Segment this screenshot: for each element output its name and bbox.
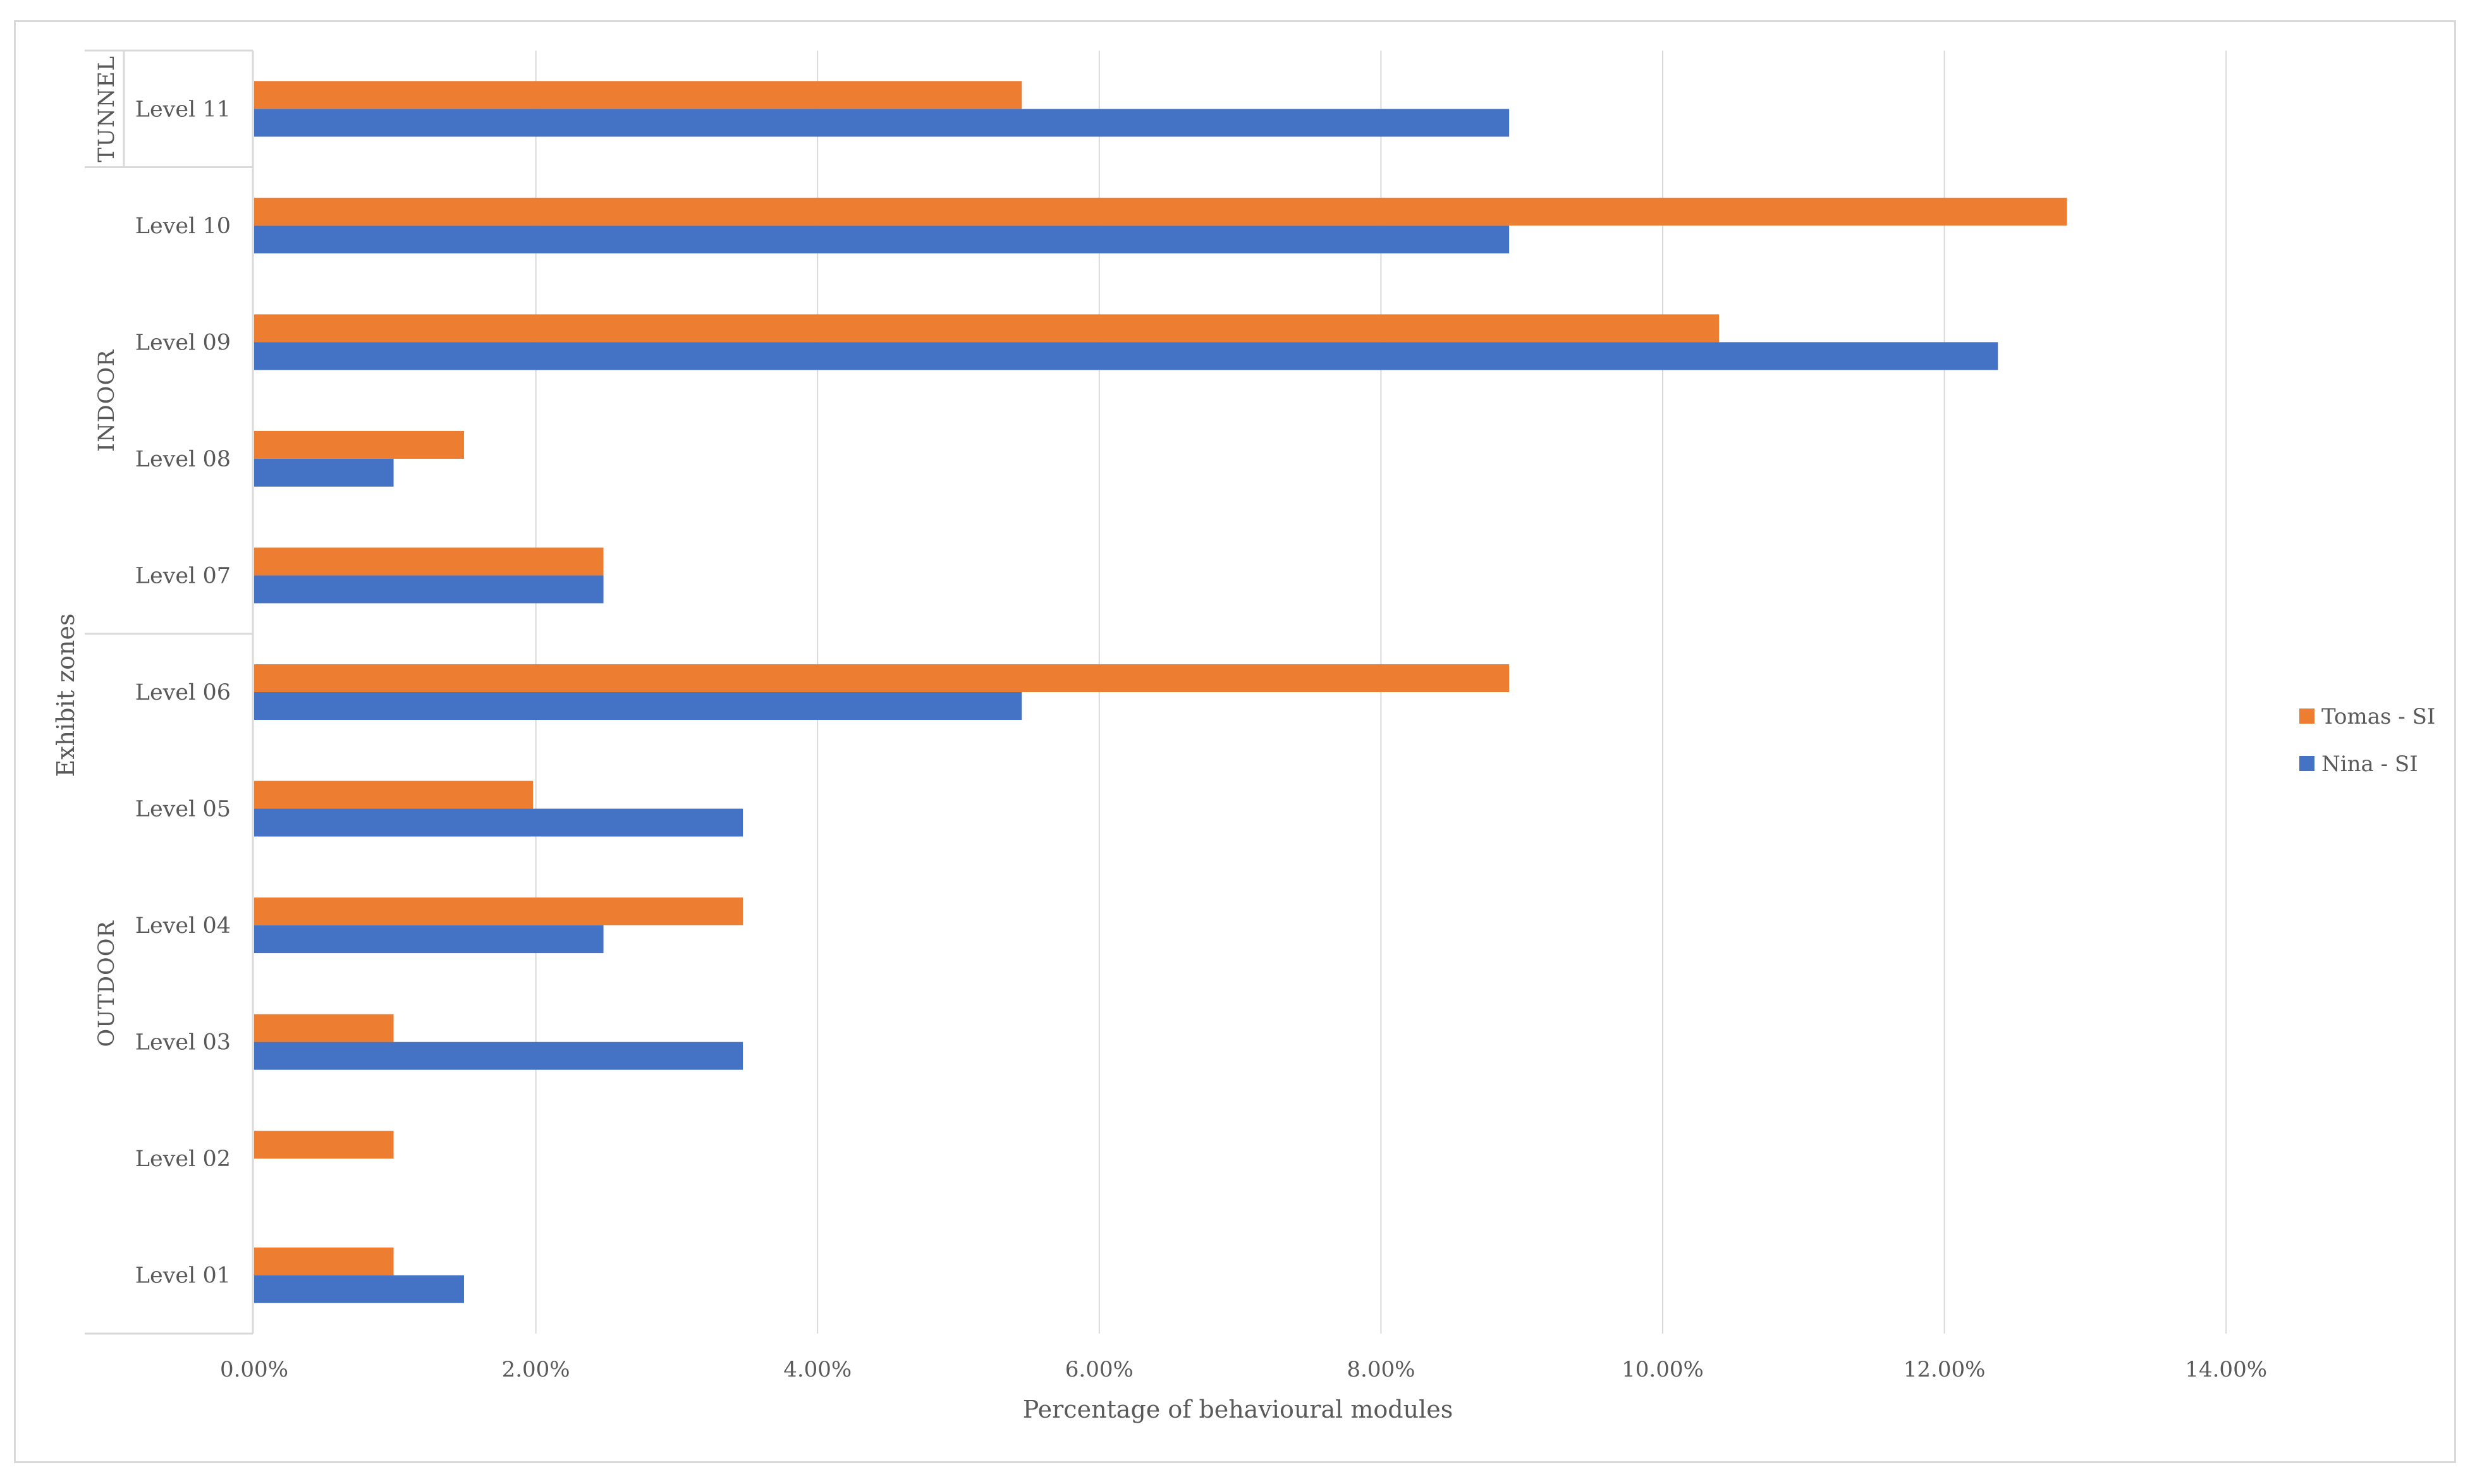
gridlines — [535, 51, 2227, 1334]
legend: Tomas - SI Nina - SI — [2299, 704, 2435, 777]
x-tick-label: 12.00% — [1904, 1357, 1986, 1382]
x-tick-label: 10.00% — [1622, 1357, 1704, 1382]
x-tick-label: 6.00% — [1065, 1357, 1134, 1382]
bar-tomas-si — [254, 1131, 394, 1159]
bar-nina-si — [254, 458, 394, 487]
x-tick-label: 8.00% — [1347, 1357, 1415, 1382]
bar-tomas-si — [254, 1247, 394, 1275]
category-label: Level 11 — [135, 97, 231, 122]
x-tick-labels: 0.00% 2.00% 4.00% 6.00% 8.00% 10.00% 12.00% 14.… — [220, 1357, 2267, 1382]
category-label: Level 07 — [135, 563, 231, 588]
category-label: Level 10 — [135, 214, 231, 239]
bar-tomas-si — [254, 1014, 394, 1042]
bar-nina-si — [254, 342, 1998, 370]
y-axis-title: Exhibit zones — [52, 614, 80, 777]
legend-label: Nina - SI — [2321, 751, 2418, 777]
category-label: Level 06 — [135, 680, 231, 705]
bar-tomas-si — [254, 197, 2067, 226]
category-label: Level 05 — [135, 797, 231, 822]
group-label: INDOOR — [94, 349, 119, 452]
bar-nina-si — [254, 925, 604, 954]
bar-tomas-si — [254, 430, 464, 459]
x-tick-label: 0.00% — [220, 1357, 288, 1382]
legend-label: Tomas - SI — [2321, 704, 2435, 729]
bar-tomas-si — [254, 781, 534, 809]
bar-tomas-si — [254, 664, 1510, 692]
bar-tomas-si — [254, 547, 604, 576]
bar-tomas-si — [254, 314, 1720, 343]
chart-frame — [14, 20, 2456, 1463]
category-label: Level 04 — [135, 913, 231, 939]
category-label: Level 03 — [135, 1030, 231, 1055]
bar-tomas-si — [254, 81, 1022, 109]
x-tick-label: 2.00% — [502, 1357, 570, 1382]
bar-nina-si — [254, 1042, 743, 1070]
bar-nina-si — [254, 808, 743, 837]
x-axis-title: Percentage of behavioural modules — [1023, 1396, 1453, 1423]
bar-nina-si — [254, 225, 1510, 253]
bars — [254, 81, 2067, 1303]
bar-nina-si — [254, 692, 1022, 720]
legend-swatch — [2299, 709, 2314, 724]
category-label: Level 01 — [135, 1263, 231, 1289]
group-label: TUNNEL — [94, 56, 119, 162]
bar-nina-si — [254, 1275, 464, 1303]
category-label: Level 09 — [135, 330, 231, 355]
bar-nina-si — [254, 575, 604, 604]
group-label: OUTDOOR — [94, 920, 119, 1047]
category-label: Level 02 — [135, 1146, 231, 1172]
bar-nina-si — [254, 109, 1510, 137]
x-tick-label: 14.00% — [2185, 1357, 2267, 1382]
category-axis: Level 01 Level 02 Level 03 Level 04 Level 05… — [85, 49, 254, 1335]
category-label: Level 08 — [135, 447, 231, 472]
legend-swatch — [2299, 756, 2314, 771]
x-tick-label: 4.00% — [783, 1357, 852, 1382]
bar-tomas-si — [254, 897, 743, 926]
